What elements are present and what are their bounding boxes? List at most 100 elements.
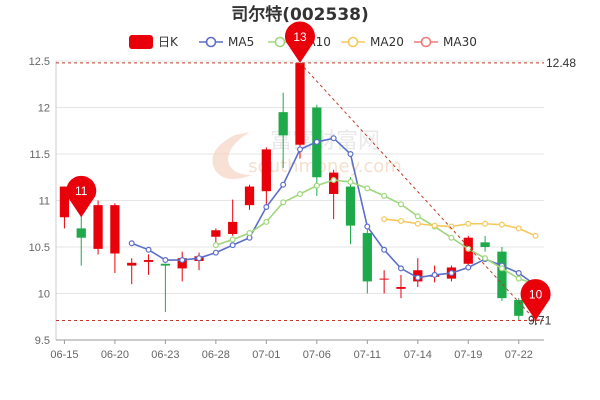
pin-marker bbox=[285, 21, 315, 63]
min-value-label: 9.71 bbox=[528, 313, 552, 327]
legend-candle-icon bbox=[129, 35, 153, 49]
candle-body bbox=[177, 258, 187, 269]
ma10-point bbox=[364, 185, 371, 192]
candle-body bbox=[76, 228, 86, 238]
candle-body bbox=[160, 263, 171, 266]
ma5-point bbox=[431, 271, 438, 278]
legend-marker-icon bbox=[205, 36, 217, 48]
pin-label: 13 bbox=[293, 30, 307, 44]
candle-body bbox=[396, 286, 406, 289]
ma5-point bbox=[128, 240, 135, 247]
x-tick-label: 06-15 bbox=[50, 349, 78, 361]
candle-body bbox=[362, 233, 372, 282]
pins: 11 13 10 bbox=[66, 21, 551, 321]
ma5-point bbox=[179, 257, 186, 264]
candle-body bbox=[480, 242, 490, 247]
candle-body bbox=[110, 205, 120, 254]
candle-body bbox=[244, 186, 255, 206]
ma10-point bbox=[347, 178, 354, 185]
y-tick-label: 12.5 bbox=[29, 56, 50, 68]
y-tick-label: 10 bbox=[38, 289, 50, 301]
candle-body bbox=[143, 260, 154, 262]
chart-title: 司尔特(002538) bbox=[231, 4, 369, 25]
ma10-point bbox=[212, 242, 219, 249]
x-tick-label: 06-23 bbox=[151, 349, 179, 361]
y-tick-label: 11.5 bbox=[29, 149, 50, 161]
watermark-swoosh bbox=[212, 132, 252, 179]
ma10-point bbox=[297, 190, 304, 197]
legend-marker-icon bbox=[274, 36, 286, 48]
x-tick-label: 07-22 bbox=[505, 349, 533, 361]
ma10-point bbox=[229, 236, 236, 243]
ma5-point bbox=[465, 264, 472, 271]
candle-body bbox=[127, 262, 137, 266]
ma20-point bbox=[381, 216, 388, 223]
ma10-line bbox=[215, 179, 536, 285]
ma20-point bbox=[465, 220, 472, 227]
watermark-brand: 富富财富网 bbox=[270, 129, 380, 154]
ma5-point bbox=[162, 257, 169, 264]
ma5-point bbox=[381, 246, 388, 253]
ma10-point bbox=[313, 182, 320, 189]
ma5-point bbox=[313, 138, 320, 145]
candle-body bbox=[278, 112, 288, 136]
legend-label: MA20 bbox=[370, 35, 404, 49]
ma10-point bbox=[482, 255, 489, 262]
candle-body bbox=[93, 205, 103, 249]
ma5-point bbox=[280, 181, 287, 188]
y-tick-label: 10.5 bbox=[29, 242, 50, 254]
ma20-point bbox=[498, 221, 505, 228]
ma5-point bbox=[330, 135, 337, 142]
reference-lines: 12.48 9.71 bbox=[56, 56, 576, 327]
candle-body bbox=[59, 186, 70, 218]
ma5-point bbox=[347, 151, 354, 158]
ma5-point bbox=[414, 274, 421, 281]
x-axis: 06-15 06-20 06-23 06-28 07-01 07-06 07-11 07-14… bbox=[50, 340, 533, 361]
candle-body bbox=[228, 221, 238, 234]
ma5-point bbox=[364, 223, 371, 230]
ma10-point bbox=[465, 245, 472, 252]
ma20-point bbox=[431, 222, 438, 229]
legend-label: 日K bbox=[158, 35, 179, 49]
ma5-point bbox=[448, 270, 455, 277]
y-tick-label: 9.5 bbox=[35, 335, 50, 347]
y-tick-label: 12 bbox=[38, 103, 50, 115]
watermark-url: southmoney.com bbox=[248, 156, 402, 177]
ma10-point bbox=[498, 265, 505, 272]
legend-label: MA5 bbox=[228, 35, 254, 49]
pin-label: 10 bbox=[529, 287, 543, 301]
x-tick-label: 07-19 bbox=[454, 349, 482, 361]
candle-body bbox=[261, 149, 271, 192]
ma5-point bbox=[263, 204, 270, 211]
candle-body bbox=[379, 278, 389, 280]
ma20-point bbox=[482, 220, 489, 227]
pin-label: 11 bbox=[75, 184, 88, 198]
ma10-point bbox=[381, 192, 388, 199]
x-tick-label: 06-20 bbox=[101, 349, 129, 361]
ma5-point bbox=[196, 255, 203, 262]
ma5-point bbox=[212, 249, 219, 256]
y-tick-label: 11 bbox=[39, 196, 50, 208]
ma5-point bbox=[397, 265, 404, 272]
x-tick-label: 07-01 bbox=[252, 349, 280, 361]
ma20-point bbox=[414, 220, 421, 227]
candle-body bbox=[295, 62, 305, 145]
ma10-point bbox=[280, 199, 287, 206]
max-value-label: 12.48 bbox=[546, 56, 576, 70]
legend-marker-icon bbox=[347, 36, 359, 48]
x-tick-label: 06-28 bbox=[202, 349, 230, 361]
x-tick-label: 07-14 bbox=[404, 349, 432, 361]
ma10-point bbox=[330, 177, 337, 184]
x-tick-label: 07-11 bbox=[354, 349, 381, 361]
ma10-point bbox=[414, 213, 421, 220]
candle-body bbox=[345, 186, 356, 226]
legend-marker-icon bbox=[420, 36, 432, 48]
candle-body bbox=[211, 230, 221, 237]
ma5-point bbox=[515, 270, 522, 277]
ma10-point bbox=[397, 201, 404, 208]
ma10-point bbox=[448, 234, 455, 241]
ma10-point bbox=[515, 275, 522, 282]
ma10-point bbox=[263, 218, 270, 225]
